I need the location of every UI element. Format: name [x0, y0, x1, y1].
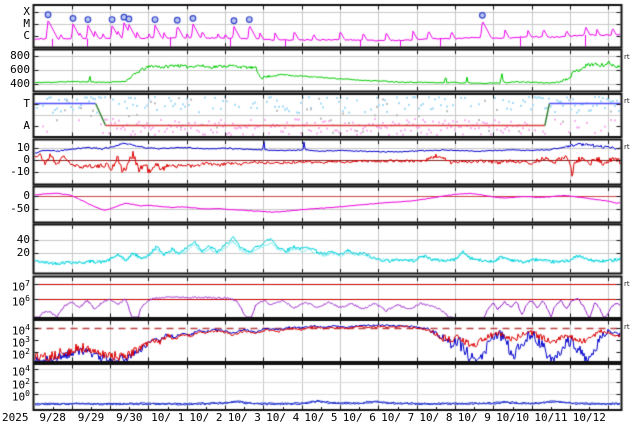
y-tick-label: 104: [11, 364, 30, 379]
x-tick-label: 10/ 9: [457, 411, 491, 424]
realtime-marker-label: rt: [624, 279, 630, 288]
y-tick-label: 100: [11, 389, 30, 404]
y-tick-label: 103: [11, 334, 30, 350]
x-axis-year-label: 2025: [2, 411, 29, 424]
y-tick-label: C: [23, 28, 30, 42]
y-tick-label: 104: [11, 322, 30, 338]
x-tick-label: 10/ 6: [342, 411, 376, 424]
y-tick-label: 800: [10, 49, 30, 62]
y-tick-label: -50: [10, 201, 30, 215]
y-tick-label: X: [23, 4, 30, 18]
x-tick-label: 10/ 4: [266, 411, 300, 424]
y-tick-label: 10: [16, 140, 30, 154]
y-tick-label: M: [23, 16, 30, 30]
y-tick-label: 600: [10, 63, 30, 76]
y-tick-label: 102: [11, 346, 30, 362]
realtime-marker-label: rt: [624, 52, 630, 61]
realtime-marker-label: rt: [624, 97, 630, 105]
y-tick-label: 0: [23, 152, 30, 166]
x-tick-label: 10/11: [534, 411, 568, 424]
x-tick-label: 9/28: [39, 411, 66, 424]
y-tick-label: A: [23, 118, 30, 132]
x-tick-label: 10/ 7: [381, 411, 415, 424]
x-tick-label: 10/10: [496, 411, 530, 424]
y-tick-label: T: [23, 96, 30, 110]
y-tick-label: 106: [11, 293, 30, 309]
y-tick-label: 20: [16, 246, 30, 259]
y-tick-label: 40: [16, 232, 30, 246]
x-tick-label: 10/ 3: [227, 411, 261, 424]
realtime-marker-label: rt: [624, 323, 630, 331]
y-tick-label: 400: [10, 77, 30, 90]
x-tick-label: 10/ 2: [189, 411, 223, 424]
x-tick-label: 9/29: [77, 411, 105, 424]
x-tick-label: 10/ 5: [304, 411, 338, 424]
y-tick-label: 0: [23, 188, 30, 202]
x-tick-label: 9/30: [116, 411, 143, 424]
realtime-marker-label: rt: [624, 142, 630, 151]
x-tick-label: 10/ 8: [419, 411, 453, 424]
x-tick-label: 10/ 1: [151, 411, 185, 424]
x-tick-label: 10/12: [572, 411, 606, 424]
y-tick-label: -10: [10, 164, 30, 178]
y-tick-label: 102: [11, 376, 30, 392]
y-tick-label: 107: [11, 278, 30, 294]
